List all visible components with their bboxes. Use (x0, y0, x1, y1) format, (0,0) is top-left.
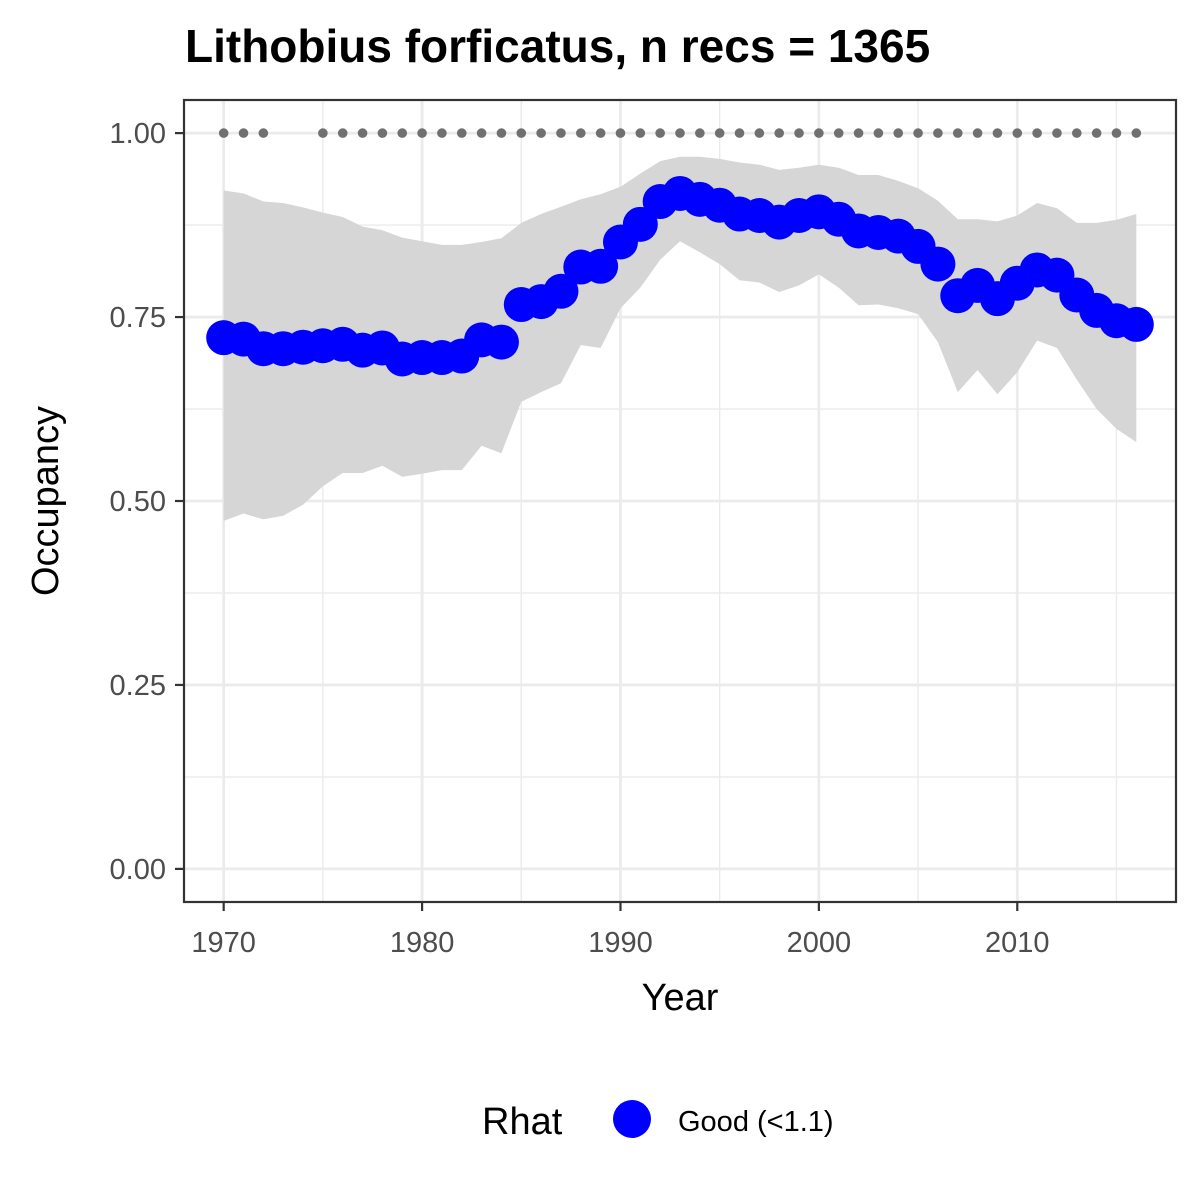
record-dot (933, 128, 943, 138)
x-tick-label: 2000 (787, 927, 852, 959)
record-dot (357, 128, 368, 138)
record-dot (1131, 128, 1142, 138)
record-dot (794, 128, 804, 138)
x-tick-label: 1990 (588, 927, 653, 959)
record-dot (675, 128, 685, 138)
record-dot (476, 128, 487, 138)
y-tick-label: 1.00 (110, 118, 166, 150)
record-dot (972, 128, 983, 138)
y-axis-ticks: 0.00 0.25 0.50 0.75 1.00 (110, 118, 184, 886)
y-tick-label: 0.25 (110, 670, 166, 702)
record-dot (238, 128, 249, 138)
y-tick-label: 0.50 (110, 486, 166, 518)
record-dot (814, 128, 824, 138)
record-dot (516, 128, 527, 138)
x-tick-label: 2010 (985, 927, 1050, 959)
record-dot (318, 128, 328, 138)
record-dot (397, 128, 408, 138)
record-dot (1032, 128, 1042, 138)
record-dot (754, 128, 765, 138)
record-dot (496, 128, 507, 138)
record-dot (1072, 128, 1082, 138)
record-dot (456, 128, 467, 138)
x-axis-title: Year (642, 977, 719, 1019)
occupancy-point (1118, 306, 1154, 342)
record-dot (536, 128, 546, 138)
y-axis-title: Occupancy (25, 406, 67, 596)
y-tick-label: 0.00 (110, 854, 166, 886)
x-tick-label: 1970 (191, 927, 256, 959)
record-dot (377, 128, 388, 138)
record-dot (913, 128, 923, 138)
record-dot (218, 128, 229, 138)
record-dot (615, 128, 626, 138)
record-dot (595, 128, 606, 138)
record-dot (337, 128, 348, 138)
record-dot (714, 128, 725, 138)
record-dot (655, 128, 665, 138)
record-dot (833, 128, 844, 138)
record-dot (258, 128, 269, 138)
record-dot (556, 128, 566, 138)
legend-label-good: Good (<1.1) (678, 1106, 834, 1138)
y-tick-label: 0.75 (110, 302, 166, 334)
record-dot (437, 128, 447, 138)
occupancy-point (583, 248, 619, 284)
occupancy-point (483, 324, 519, 360)
record-dot (992, 128, 1003, 138)
record-dot (1052, 128, 1062, 138)
record-dot (774, 128, 784, 138)
record-dot (635, 128, 646, 138)
record-dot (417, 128, 427, 138)
legend-key-good (613, 1100, 651, 1138)
record-dot (952, 128, 963, 138)
record-dot (695, 128, 705, 138)
x-axis-ticks: 1970 1980 1990 2000 2010 (191, 902, 1050, 959)
record-dot (1111, 128, 1122, 138)
record-dot (853, 128, 864, 138)
occupancy-points (206, 175, 1154, 377)
legend: Rhat Good (<1.1) (482, 1100, 834, 1143)
record-dot (893, 128, 904, 138)
occupancy-point (920, 246, 956, 282)
chart-title: Lithobius forficatus, n recs = 1365 (185, 20, 930, 72)
x-tick-label: 1980 (390, 927, 455, 959)
occupancy-point (543, 273, 579, 309)
record-dots (218, 128, 1142, 138)
record-dot (1091, 128, 1102, 138)
occupancy-point (622, 206, 658, 242)
legend-title: Rhat (482, 1101, 563, 1143)
record-dot (734, 128, 745, 138)
record-dot (576, 128, 586, 138)
record-dot (873, 128, 884, 138)
record-dot (1012, 128, 1023, 138)
